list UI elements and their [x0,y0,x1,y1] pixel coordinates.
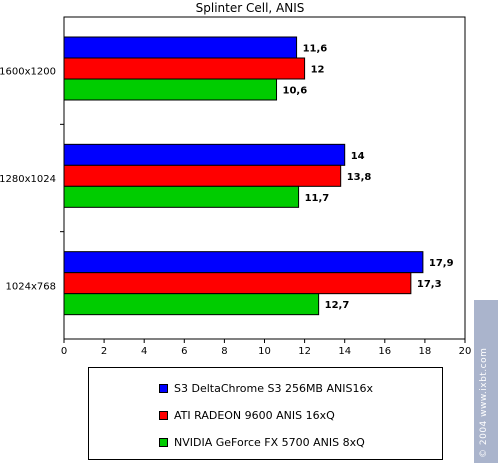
legend: S3 DeltaChrome S3 256MB ANIS16x ATI RADE… [88,367,443,460]
data-label: 17,3 [417,279,442,290]
bar [63,143,346,166]
x-tick-label: 4 [141,346,147,357]
axis-layer: 1600x1200 1280x1024 1024x768 0 2 4 6 8 10 12 14 16 1… [0,67,471,357]
category-label: 1280x1024 [0,174,56,185]
data-label: 11,7 [305,193,330,204]
bar [63,185,300,208]
category-label: 1600x1200 [0,67,56,78]
x-tick-label: 2 [101,346,107,357]
legend-swatch-ati [159,410,168,420]
legend-item-nvidia: NVIDIA GeForce FX 5700 ANIS 8xQ [159,435,365,449]
legend-swatch-s3 [159,383,168,393]
data-label: 17,9 [429,258,454,269]
data-label: 12 [311,65,325,76]
bar [63,293,320,316]
chart-title: Splinter Cell, ANIS [196,1,305,15]
watermark: © 2004 www.ixbt.com [474,300,498,463]
data-label: 14 [351,151,365,162]
data-label: 12,7 [325,300,350,311]
x-tick-label: 16 [378,346,391,357]
x-tick-label: 18 [419,346,432,357]
data-label: 11,6 [303,44,328,55]
bar [63,36,298,59]
data-label: 10,6 [283,86,308,97]
x-tick-label: 14 [338,346,351,357]
bar [63,78,278,101]
bar [63,251,424,274]
legend-label-s3: S3 DeltaChrome S3 256MB ANIS16x [174,381,373,395]
legend-label-ati: ATI RADEON 9600 ANIS 16xQ [174,408,335,422]
category-label: 1024x768 [6,281,56,292]
legend-swatch-nvidia [159,437,168,447]
legend-item-ati: ATI RADEON 9600 ANIS 16xQ [159,408,335,422]
legend-item-s3: S3 DeltaChrome S3 256MB ANIS16x [159,381,373,395]
x-tick-label: 8 [221,346,227,357]
bar [63,57,306,80]
bar [63,272,412,295]
legend-label-nvidia: NVIDIA GeForce FX 5700 ANIS 8xQ [174,435,365,449]
x-tick-label: 10 [258,346,271,357]
watermark-text: © 2004 www.ixbt.com [479,347,489,458]
x-tick-label: 6 [181,346,187,357]
x-tick-label: 12 [298,346,311,357]
x-tick-label: 20 [459,346,472,357]
x-tick-label: 0 [61,346,67,357]
bar [63,164,342,187]
data-label: 13,8 [347,172,372,183]
